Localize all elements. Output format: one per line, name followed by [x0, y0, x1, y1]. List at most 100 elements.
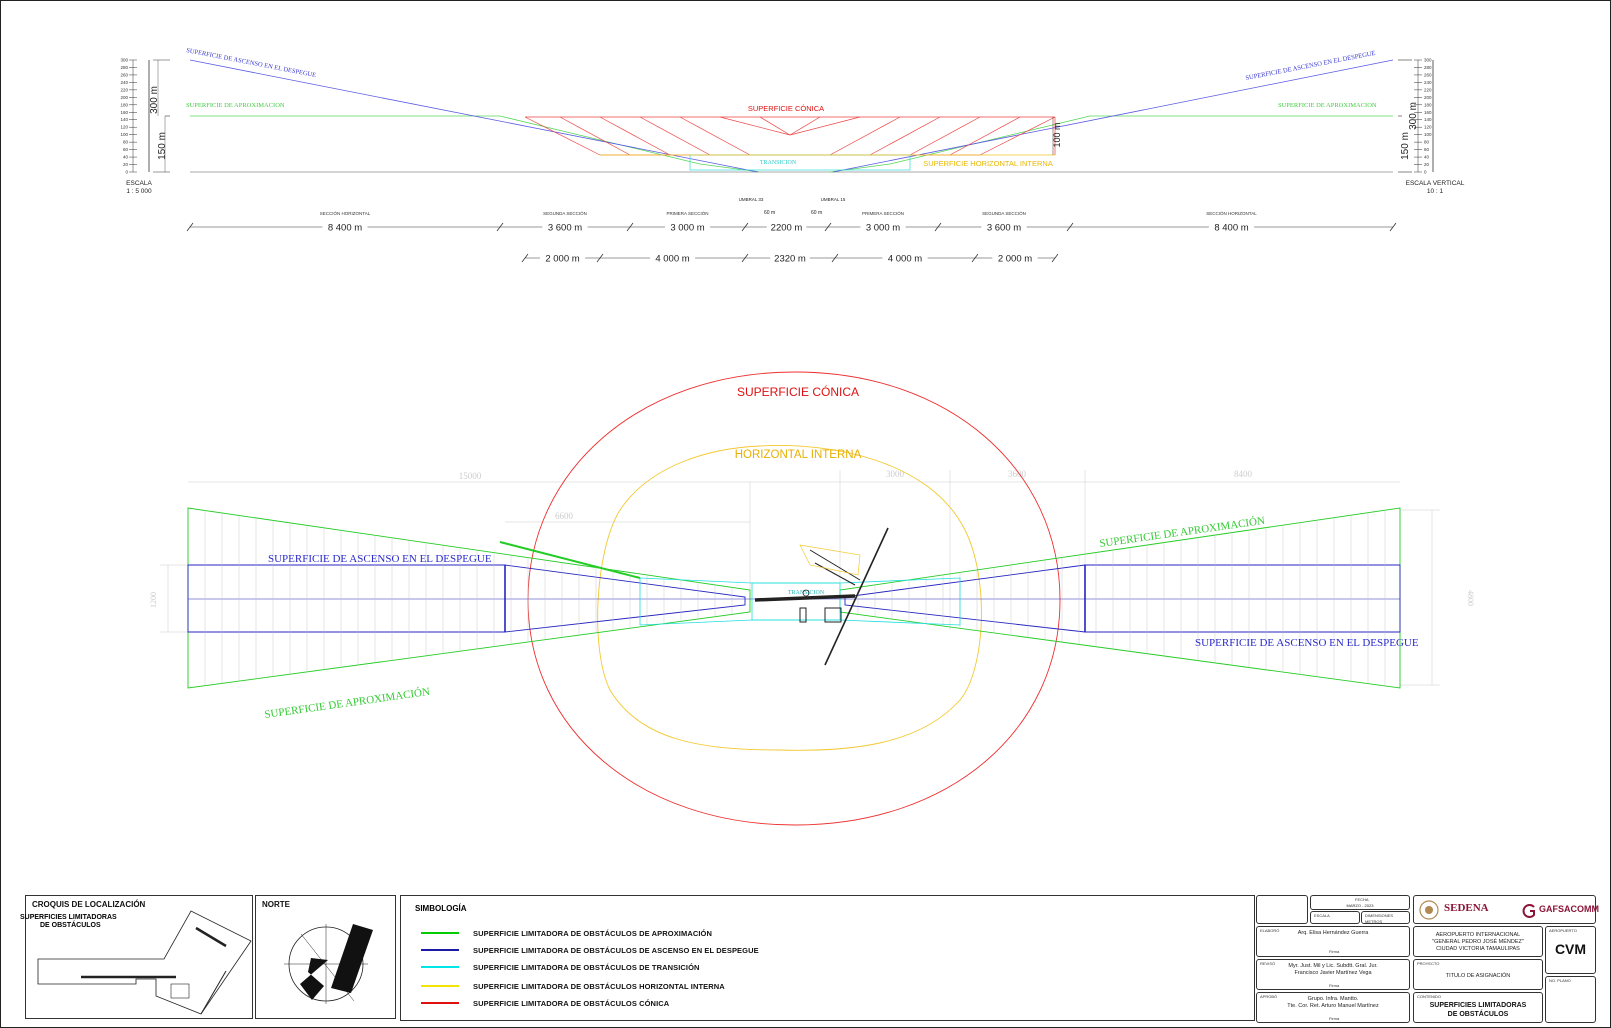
- plan-ascenso-right-label: SUPERFICIE DE ASCENSO EN EL DESPEGUE: [1195, 637, 1419, 649]
- airport-code: CVM: [1554, 941, 1587, 957]
- norte-panel: NORTE: [255, 895, 396, 1019]
- plan-dim-4800: 4800: [1466, 590, 1475, 606]
- scale-tick-label: 120: [1424, 125, 1432, 130]
- scale-tick-label: 180: [1424, 102, 1432, 107]
- section-name: SECCIÓN HORIZONTAL: [320, 210, 371, 216]
- section-length: 4 000 m: [888, 254, 922, 265]
- scale-tick-label: 40: [123, 155, 129, 160]
- dimension-row-1: SECCIÓN HORIZONTAL 8 400 m SEGUNDA SECCIÓN…: [186, 210, 1397, 234]
- croquis-subtitle-1: SUPERFICIES LIMITADORAS: [20, 914, 117, 921]
- section-length: 8 400 m: [328, 223, 362, 234]
- profile-approach-right: [829, 115, 1393, 173]
- profile-ascenso-left: [189, 59, 759, 173]
- scale-tick-label: 260: [120, 72, 128, 77]
- plan-dim-6600: 6600: [555, 511, 574, 521]
- profile-horizontal-label: SUPERFICIE HORIZONTAL INTERNA: [923, 159, 1053, 168]
- scale-tick-label: 160: [1424, 110, 1432, 115]
- tb-reviso: REVISÓ Myr. Just. Mil y Lic. Subdtt. Gra…: [1256, 959, 1410, 990]
- tb-escala: ESCALA: [1310, 911, 1360, 924]
- simbologia-title: SIMBOLOGÍA: [415, 904, 467, 913]
- gafsacomm-logo: GAFSACOMM: [1539, 904, 1599, 914]
- small-60m-right: 60 m: [811, 210, 822, 216]
- scale-tick-label: 160: [120, 110, 128, 115]
- legend-label: SUPERFICIE LIMITADORA DE OBSTÁCULOS DE A…: [473, 928, 712, 938]
- scale-tick-label: 220: [120, 87, 128, 92]
- gafsacomm-emblem-icon: [1522, 904, 1535, 918]
- dimension-row-2: 2 000 m 4 000 m 2320 m 4 000 m 2 000 m: [521, 253, 1059, 265]
- profile-ascenso-right-label: SUPERFICIE DE ASCENSO EN EL DESPEGUE: [1245, 50, 1376, 82]
- scale-tick-label: 260: [1424, 72, 1432, 77]
- scale-tick-label: 80: [1424, 140, 1430, 145]
- scale-tick-label: 80: [123, 140, 129, 145]
- profile-approach-left: [190, 115, 761, 173]
- scale-tick-label: 200: [1424, 95, 1432, 100]
- right-scale-caption: ESCALA VERTICAL: [1406, 180, 1465, 187]
- scale-tick-label: 240: [1424, 80, 1432, 85]
- scale-tick-label: 0: [1424, 170, 1427, 175]
- scale-tick-label: 20: [123, 162, 129, 167]
- plan-approach-left: [187, 507, 751, 689]
- right-scale-300-label: 300 m: [1408, 102, 1419, 130]
- croquis-title: CROQUIS DE LOCALIZACIÓN: [32, 900, 146, 909]
- north-arrow-icon: [284, 924, 373, 1004]
- legend-label: SUPERFICIE LIMITADORA DE OBSTÁCULOS DE A…: [473, 945, 759, 955]
- title-block: FECHA MARZO - 2023 ESCALA DIMENSIONES ME…: [1256, 895, 1599, 1023]
- simbologia-panel: SIMBOLOGÍA SUPERFICIE LIMITADORA DE OBST…: [400, 895, 1255, 1021]
- section-name: PRIMERA SECCIÓN: [666, 210, 708, 216]
- legend-swatch: [421, 985, 459, 987]
- section-length: 3 600 m: [548, 223, 582, 234]
- section-length: 3 600 m: [987, 223, 1021, 234]
- section-name: SEGUNDA SECCIÓN: [543, 210, 587, 216]
- profile-view: 3002802602402202001801601401201008060402…: [120, 47, 1465, 265]
- sedena-emblem-icon: [1419, 900, 1439, 920]
- tb-aeropuerto: AEROPUERTO INTERNACIONAL "GENERAL PEDRO …: [1413, 926, 1543, 957]
- legend-item: SUPERFICIE LIMITADORA DE OBSTÁCULOS DE T…: [421, 960, 700, 974]
- plan-view: 15000 6600 3000 3600 8400 1200 4800 TRAN…: [149, 371, 1475, 826]
- scale-tick-label: 240: [120, 80, 128, 85]
- legend-swatch: [421, 949, 459, 951]
- scale-tick-label: 140: [1424, 117, 1432, 122]
- scale-tick-label: 100: [1424, 132, 1432, 137]
- scale-tick-label: 60: [1424, 147, 1430, 152]
- right-scale-150-label: 150 m: [1400, 132, 1411, 160]
- tb-dimensiones: DIMENSIONES METROS: [1361, 911, 1410, 924]
- tb-elaboro: ELABORÓ Arq. Elisa Hernández Guerra Firm…: [1256, 926, 1410, 957]
- legend-swatch: [421, 932, 459, 934]
- tb-contenido: CONTENIDO SUPERFICIES LIMITADORAS DE OBS…: [1413, 992, 1543, 1023]
- left-vertical-scale: 3002802602402202001801601401201008060402…: [120, 58, 170, 195]
- scale-tick-label: 200: [120, 95, 128, 100]
- scale-tick-label: 20: [1424, 162, 1430, 167]
- section-name: SEGUNDA SECCIÓN: [982, 210, 1026, 216]
- plan-dim-8400: 8400: [1234, 469, 1253, 479]
- profile-aprox-right-label: SUPERFICIE DE APROXIMACION: [1278, 102, 1377, 109]
- plan-ascenso-left-label: SUPERFICIE DE ASCENSO EN EL DESPEGUE: [268, 553, 492, 565]
- umbral-15-label: UMBRAL 15: [821, 197, 846, 202]
- legend-item: SUPERFICIE LIMITADORA DE OBSTÁCULOS DE A…: [421, 926, 712, 940]
- umbral-33-label: UMBRAL 33: [739, 197, 764, 202]
- plan-conical-boundary: [527, 371, 1061, 826]
- legend-label: SUPERFICIE LIMITADORA DE OBSTÁCULOS HORI…: [473, 981, 725, 991]
- tb-aprobo: APROBÓ Grupo. Infra. Mantto. Tte. Cor. R…: [1256, 992, 1410, 1023]
- croquis-subtitle-2: DE OBSTÁCULOS: [40, 922, 101, 929]
- tb-fecha: FECHA MARZO - 2023: [1310, 895, 1410, 910]
- scale-tick-label: 180: [120, 102, 128, 107]
- left-scale-150-label: 150 m: [157, 132, 168, 160]
- section-length: 2 000 m: [545, 254, 579, 265]
- plan-conica-label: SUPERFICIE CÓNICA: [737, 384, 859, 399]
- sedena-logo: SEDENA: [1444, 902, 1489, 914]
- profile-100m-label: 100 m: [1052, 122, 1062, 147]
- scale-tick-label: 60: [123, 147, 129, 152]
- legend-label: SUPERFICIE LIMITADORA DE OBSTÁCULOS CÓNI…: [473, 998, 670, 1008]
- legend-swatch: [421, 1002, 459, 1004]
- tb-proyecto: PROYECTO TITULO DE ASIGNACIÓN: [1413, 959, 1543, 990]
- tb-no-plano: NO. PLANO: [1545, 976, 1596, 1023]
- profile-transition: [689, 154, 911, 171]
- croquis-panel: CROQUIS DE LOCALIZACIÓN SUPERFICIES LIMI…: [20, 895, 253, 1019]
- scale-tick-label: 40: [1424, 155, 1430, 160]
- legend-item: SUPERFICIE LIMITADORA DE OBSTÁCULOS DE A…: [421, 943, 759, 957]
- plan-dim-3000: 3000: [886, 469, 905, 479]
- plan-dim-3600: 3600: [1008, 469, 1027, 479]
- norte-title: NORTE: [262, 900, 290, 909]
- plan-ascenso-right: [844, 564, 1401, 633]
- small-60m-left: 60 m: [764, 210, 775, 216]
